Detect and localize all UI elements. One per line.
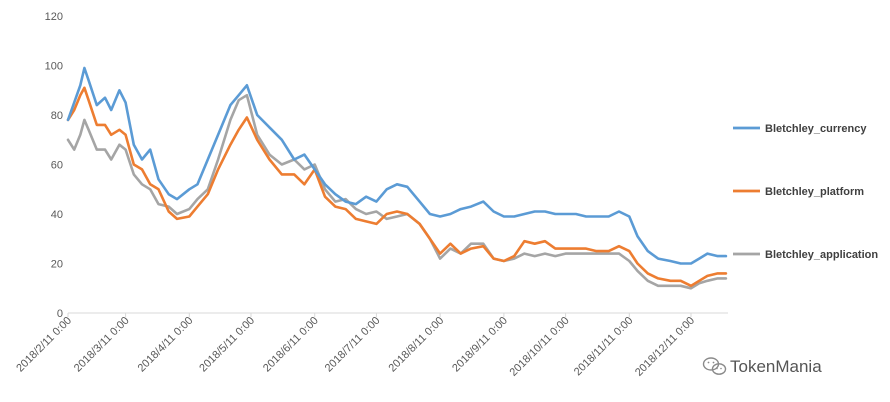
x-tick-label: 2018/3/11 0:00: [72, 315, 132, 375]
x-tick-label: 2018/5/11 0:00: [197, 315, 257, 375]
x-tick-label: 2018/4/11 0:00: [136, 315, 196, 375]
y-tick-label: 40: [51, 209, 63, 221]
series-line-Bletchley_application: [66, 93, 728, 290]
series-lines: [66, 66, 728, 290]
x-tick-label: 2018/9/11 0:00: [450, 315, 510, 375]
legend-label: Bletchley_application: [765, 249, 878, 261]
series-line-Bletchley_platform: [66, 86, 728, 288]
y-tick-label: 20: [51, 259, 63, 271]
legend: Bletchley_currency Bletchley_platform Blet…: [733, 123, 878, 261]
series-line-Bletchley_currency: [66, 66, 728, 265]
x-tick-label: 2018/10/11 0:00: [508, 315, 572, 379]
x-tick-label: 2018/6/11 0:00: [261, 315, 321, 375]
wechat-icon: [702, 357, 727, 375]
x-tick-label: 2018/2/11 0:00: [14, 315, 74, 375]
y-tick-label: 100: [45, 61, 63, 73]
y-tick-label: 0: [57, 308, 63, 320]
legend-label: Bletchley_currency: [765, 123, 867, 135]
y-tick-label: 80: [51, 110, 63, 122]
y-tick-label: 60: [51, 160, 63, 172]
watermark: TokenMania: [702, 357, 822, 376]
x-tick-label: 2018/8/11 0:00: [386, 315, 446, 375]
x-tick-label: 2018/12/11 0:00: [633, 315, 697, 379]
x-tick-label: 2018/11/11 0:00: [572, 315, 636, 379]
x-tick-label: 2018/7/11 0:00: [323, 315, 383, 375]
y-axis-ticks: 0 20 40 60 80 100 120: [45, 11, 63, 320]
watermark-text: TokenMania: [730, 357, 822, 376]
y-tick-label: 120: [45, 11, 63, 23]
legend-label: Bletchley_platform: [765, 186, 864, 198]
